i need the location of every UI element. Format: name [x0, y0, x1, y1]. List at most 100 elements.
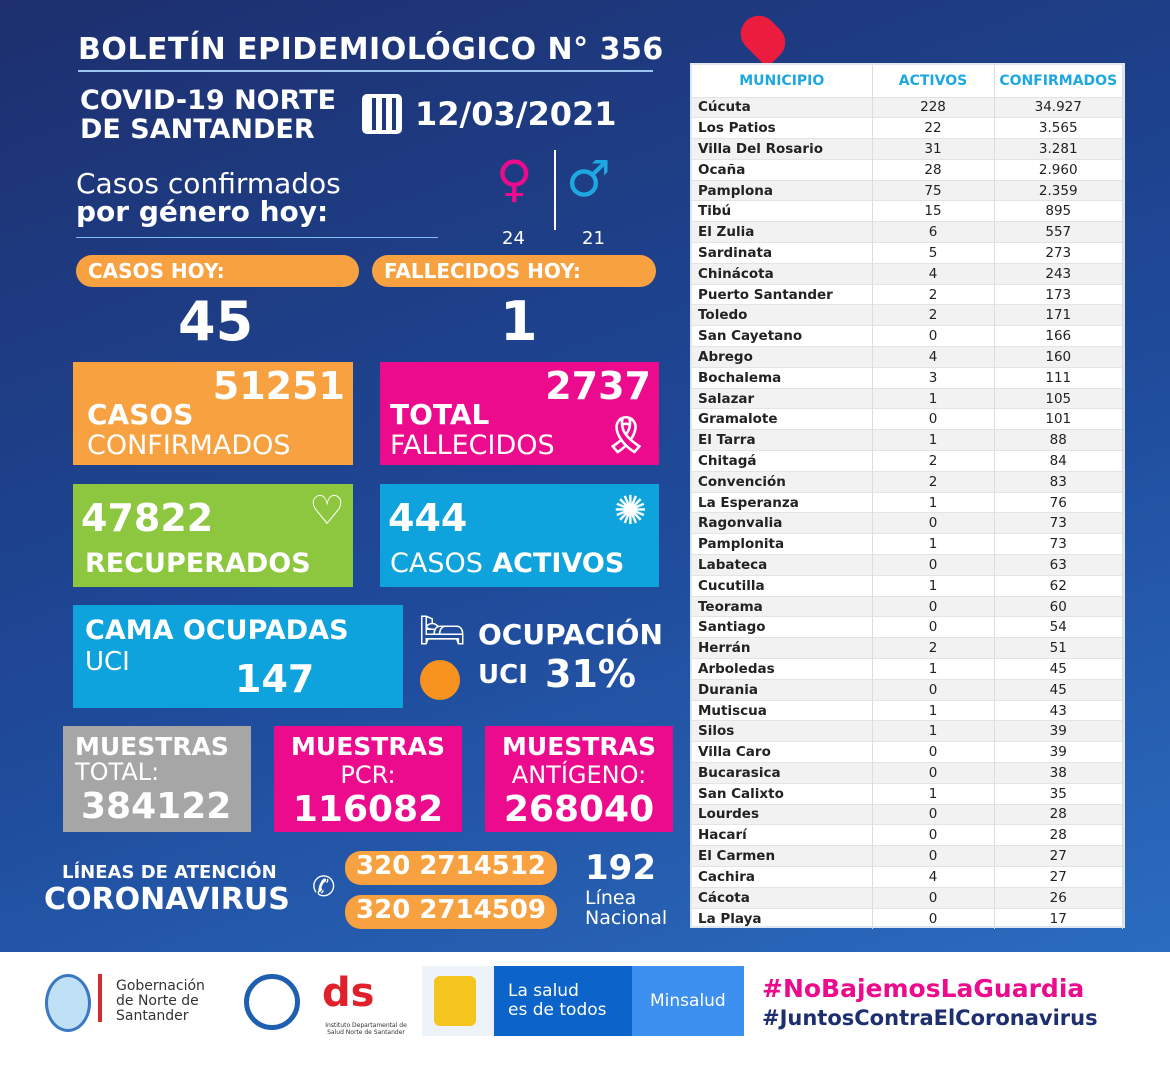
hospital-bed-icon: 🛏	[418, 608, 467, 652]
municipio-cell: Toledo	[692, 304, 873, 326]
activos-cell: 1	[872, 533, 995, 555]
municipio-cell: Cucutilla	[692, 574, 873, 597]
national-label1: Línea	[585, 887, 637, 909]
municipio-cell: Cácota	[692, 886, 873, 909]
table-row: Tibú 15 895	[692, 200, 1123, 222]
confirmados-cell: 60	[994, 595, 1123, 617]
municipio-cell: Herrán	[692, 637, 873, 659]
para-todos-logo	[244, 974, 300, 1030]
municipio-cell: Tibú	[692, 200, 873, 222]
activos-cell: 75	[872, 179, 995, 201]
municipio-cell: Labateca	[692, 554, 873, 576]
samples-antigen-label2: ANTÍGENO:	[511, 761, 647, 789]
activos-cell: 0	[872, 595, 995, 617]
activos-cell: 1	[872, 699, 995, 721]
municipio-cell: Pamplonita	[692, 533, 873, 555]
national-line-number[interactable]: 192	[585, 848, 656, 888]
cases-today-label: CASOS HOY:	[76, 255, 359, 287]
samples-pcr-value: 116082	[292, 789, 444, 830]
table-row: Toledo 2 171	[692, 304, 1123, 326]
activos-cell: 4	[872, 865, 995, 888]
table-row: Villa Caro 0 39	[692, 741, 1123, 763]
table-row: Abrego 4 160	[692, 346, 1123, 368]
confirmados-cell: 105	[994, 387, 1123, 409]
confirmados-cell: 171	[994, 304, 1123, 326]
activos-cell: 0	[872, 512, 995, 534]
table-row: San Calixto 1 35	[692, 782, 1123, 805]
table-row: La Playa 0 17	[692, 907, 1123, 929]
confirmed-card: 51251 CASOS CONFIRMADOS	[73, 362, 353, 465]
active-label1: CASOS	[390, 548, 483, 579]
activos-cell: 1	[872, 491, 995, 513]
icu-beds-card: CAMA OCUPADAS UCI 147	[73, 605, 403, 708]
confirmados-cell: 2.960	[994, 158, 1123, 181]
activos-cell: 1	[872, 429, 995, 451]
activos-cell: 1	[872, 782, 995, 805]
activos-cell: 0	[872, 845, 995, 867]
active-card: 444 ✺ CASOS ACTIVOS	[380, 484, 659, 587]
heart-hand-icon: ♡	[309, 488, 345, 534]
confirmados-cell: 88	[994, 429, 1123, 451]
activos-cell: 6	[872, 221, 995, 243]
samples-antigen-label1: MUESTRAS	[502, 732, 656, 761]
icu-beds-value: 147	[235, 657, 315, 701]
table-row: San Cayetano 0 166	[692, 325, 1123, 347]
confirmados-cell: 273	[994, 242, 1123, 264]
municipio-cell: Villa Del Rosario	[692, 138, 873, 160]
activos-cell: 22	[872, 117, 995, 139]
confirmados-cell: 39	[994, 741, 1123, 763]
table-row: Cúcuta 228 34.927	[692, 96, 1123, 118]
confirmados-cell: 895	[994, 200, 1123, 222]
activos-cell: 0	[872, 886, 995, 909]
occupancy-label: OCUPACIÓN	[478, 618, 663, 651]
minsalud-label: Minsalud	[632, 966, 744, 1036]
table-row: Puerto Santander 2 173	[692, 283, 1123, 305]
phone-number-1[interactable]: 320 2714512	[345, 851, 557, 885]
recovered-value: 47822	[81, 496, 214, 540]
municipio-cell: Pamplona	[692, 179, 873, 201]
municipio-cell: Bochalema	[692, 366, 873, 389]
samples-pcr-label1: MUESTRAS	[291, 732, 445, 761]
municipio-cell: La Esperanza	[692, 491, 873, 513]
municipio-cell: El Carmen	[692, 845, 873, 867]
activos-cell: 31	[872, 138, 995, 160]
minsalud-banner: La salud es de todos Minsalud	[422, 966, 744, 1036]
activos-cell: 0	[872, 616, 995, 638]
occupancy-indicator	[420, 660, 460, 700]
table-row: El Tarra 1 88	[692, 429, 1123, 451]
ids-caption: Instituto Departamental de Salud Norte d…	[325, 1022, 407, 1036]
cases-today-value: 45	[178, 290, 254, 353]
table-row: Chitagá 2 84	[692, 450, 1123, 472]
colombia-coat-of-arms	[434, 976, 476, 1026]
deaths-today-label: FALLECIDOS HOY:	[372, 255, 656, 287]
confirmados-cell: 39	[994, 720, 1123, 742]
recovered-card: 47822 ♡ RECUPERADOS	[73, 484, 353, 587]
table-row: Cácota 0 26	[692, 886, 1123, 909]
table-row: Mutiscua 1 43	[692, 699, 1123, 721]
municipio-cell: Teorama	[692, 595, 873, 617]
la-salud-block: La salud es de todos	[494, 966, 632, 1036]
municipio-cell: San Calixto	[692, 782, 873, 805]
phone-number-2[interactable]: 320 2714509	[345, 895, 557, 929]
municipio-cell: Cachira	[692, 865, 873, 888]
confirmados-cell: 45	[994, 658, 1123, 680]
municipio-cell: Sardinata	[692, 242, 873, 264]
confirmados-cell: 166	[994, 325, 1123, 347]
table-row: Durania 0 45	[692, 678, 1123, 701]
national-line-label: Línea Nacional	[585, 888, 667, 928]
gender-divider	[554, 150, 556, 230]
activos-cell: 28	[872, 158, 995, 181]
municipio-cell: Ragonvalia	[692, 512, 873, 534]
table-row: Labateca 0 63	[692, 554, 1123, 576]
confirmados-cell: 28	[994, 803, 1123, 825]
activos-cell: 4	[872, 346, 995, 368]
table-row: Pamplona 75 2.359	[692, 179, 1123, 201]
female-count: 24	[502, 228, 525, 249]
confirmados-cell: 243	[994, 262, 1123, 285]
samples-antigen-value: 268040	[503, 789, 655, 830]
table-row: Chinácota 4 243	[692, 262, 1123, 285]
footer: Gobernación de Norte de Santander ds Insti…	[0, 952, 1170, 1078]
table-row: Villa Del Rosario 31 3.281	[692, 138, 1123, 160]
activos-cell: 2	[872, 283, 995, 305]
municipio-cell: Mutiscua	[692, 699, 873, 721]
